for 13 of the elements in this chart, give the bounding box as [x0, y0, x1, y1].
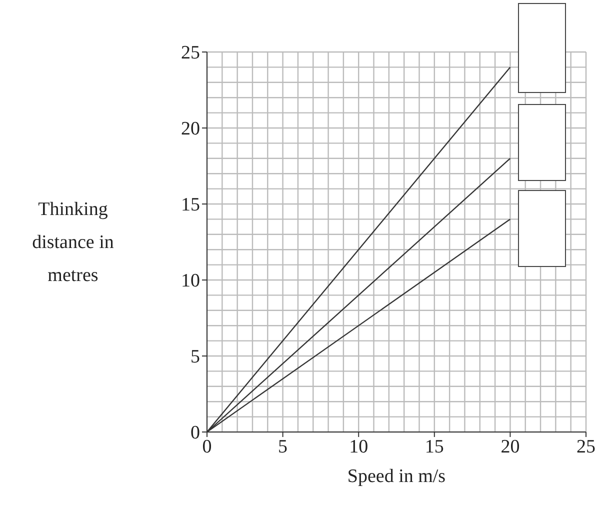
x-tick-label: 15: [424, 436, 444, 458]
y-tick-label: 0: [190, 422, 200, 444]
y-tick-label: 15: [181, 194, 200, 216]
x-tick-label: 10: [349, 436, 368, 458]
y-tick-label: 20: [181, 118, 200, 140]
y-tick-label: 25: [181, 42, 200, 64]
x-tick-label: 25: [576, 436, 596, 458]
y-tick-label: 10: [181, 270, 200, 292]
x-axis-title: Speed in m/s: [346, 466, 447, 488]
y-tick-label: 5: [190, 346, 200, 368]
y-axis-title: Thinking distance in metres: [31, 198, 115, 288]
x-tick-label: 20: [500, 436, 520, 458]
x-tick-label: 5: [278, 436, 288, 458]
